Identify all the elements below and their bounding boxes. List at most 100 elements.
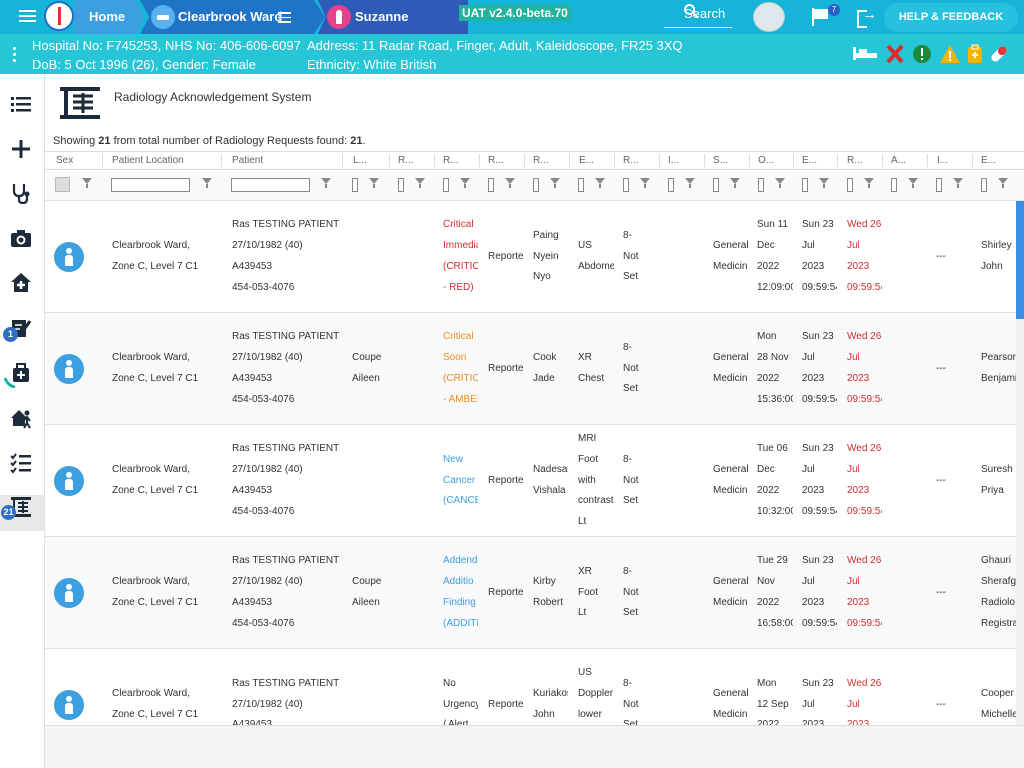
filter-icon[interactable]: [415, 178, 426, 189]
person-icon[interactable]: [54, 690, 84, 720]
medication-icon[interactable]: [988, 44, 1010, 64]
column-divider[interactable]: [221, 154, 222, 167]
column-filter-input[interactable]: [533, 178, 539, 192]
column-divider[interactable]: [659, 154, 660, 167]
filter-icon[interactable]: [505, 178, 516, 189]
column-divider[interactable]: [434, 154, 435, 167]
column-header-16[interactable]: I...: [937, 155, 949, 166]
list-icon[interactable]: [10, 93, 32, 115]
search-button[interactable]: Search: [664, 4, 732, 28]
stethoscope-icon[interactable]: [10, 182, 32, 204]
column-filter-input[interactable]: [352, 178, 358, 192]
column-header-17[interactable]: E...: [981, 155, 997, 166]
column-header-13[interactable]: E...: [802, 155, 818, 166]
filter-icon[interactable]: [730, 178, 741, 189]
filter-icon[interactable]: [819, 178, 830, 189]
column-filter-input[interactable]: [802, 178, 808, 192]
column-divider[interactable]: [102, 154, 103, 167]
flag-icon[interactable]: [811, 8, 831, 26]
alert-x-icon[interactable]: [886, 44, 904, 64]
help-feedback-button[interactable]: HELP & FEEDBACK: [884, 3, 1018, 32]
table-row[interactable]: Clearbrook Ward, Zone C, Level 7 C1 Ras TE…: [45, 425, 1016, 537]
column-divider[interactable]: [837, 154, 838, 167]
bed-status-icon[interactable]: [851, 44, 879, 62]
column-header-3[interactable]: L...: [353, 155, 367, 166]
filter-icon[interactable]: [953, 178, 964, 189]
ward-menu-icon[interactable]: [278, 12, 291, 23]
menu-icon[interactable]: [19, 10, 36, 24]
column-filter-input[interactable]: [398, 178, 404, 192]
filter-icon[interactable]: [640, 178, 651, 189]
filter-icon[interactable]: [202, 178, 213, 189]
medical-bag-icon[interactable]: [10, 362, 32, 384]
column-header-4[interactable]: R...: [398, 155, 414, 166]
filter-icon[interactable]: [775, 178, 786, 189]
column-header-7[interactable]: R...: [533, 155, 549, 166]
column-filter-input[interactable]: [981, 178, 987, 192]
filter-icon[interactable]: [864, 178, 875, 189]
filter-icon[interactable]: [550, 178, 561, 189]
column-divider[interactable]: [972, 154, 973, 167]
filter-icon[interactable]: [685, 178, 696, 189]
person-icon[interactable]: [54, 354, 84, 384]
column-header-5[interactable]: R...: [443, 155, 459, 166]
column-header-8[interactable]: E...: [579, 155, 595, 166]
filter-icon[interactable]: [460, 178, 471, 189]
column-divider[interactable]: [704, 154, 705, 167]
column-divider[interactable]: [389, 154, 390, 167]
column-filter-input[interactable]: [488, 178, 494, 192]
column-divider[interactable]: [793, 154, 794, 167]
sex-filter-select[interactable]: [55, 177, 70, 192]
column-header-location[interactable]: Patient Location: [112, 155, 184, 166]
patient-breadcrumb[interactable]: Suzanne SYMONS: [318, 0, 468, 34]
column-header-14[interactable]: R...: [847, 155, 863, 166]
home-breadcrumb[interactable]: Home: [74, 0, 144, 34]
column-filter-input[interactable]: [713, 178, 719, 192]
checklist-icon[interactable]: [10, 452, 32, 474]
column-header-11[interactable]: S...: [713, 155, 729, 166]
column-header-patient[interactable]: Patient: [232, 155, 264, 166]
column-filter-input[interactable]: [847, 178, 853, 192]
column-filter-input[interactable]: [758, 178, 764, 192]
column-divider[interactable]: [342, 154, 343, 167]
camera-icon[interactable]: [10, 228, 32, 250]
column-divider[interactable]: [882, 154, 883, 167]
logout-icon[interactable]: [857, 6, 877, 28]
patient-filter-input[interactable]: [231, 178, 310, 192]
person-icon[interactable]: [54, 242, 84, 272]
column-filter-input[interactable]: [443, 178, 449, 192]
filter-icon[interactable]: [908, 178, 919, 189]
column-filter-input[interactable]: [578, 178, 584, 192]
location-filter-input[interactable]: [111, 178, 190, 192]
warning-triangle-icon[interactable]: [939, 44, 961, 64]
column-header-12[interactable]: O...: [758, 155, 775, 166]
filter-icon[interactable]: [321, 178, 332, 189]
column-filter-input[interactable]: [891, 178, 897, 192]
discharge-icon[interactable]: [10, 407, 32, 429]
filter-icon[interactable]: [998, 178, 1009, 189]
scrollbar-thumb[interactable]: [1016, 201, 1024, 319]
column-divider[interactable]: [479, 154, 480, 167]
column-divider[interactable]: [749, 154, 750, 167]
column-header-sex[interactable]: Sex: [56, 155, 74, 166]
ward-breadcrumb[interactable]: Clearbrook Ward: [140, 0, 325, 34]
column-filter-input[interactable]: [936, 178, 942, 192]
clipboard-icon[interactable]: [966, 44, 984, 64]
column-divider[interactable]: [524, 154, 525, 167]
person-icon[interactable]: [54, 578, 84, 608]
column-divider[interactable]: [927, 154, 928, 167]
filter-icon[interactable]: [369, 178, 380, 189]
table-row[interactable]: Clearbrook Ward, Zone C, Level 7 C1 Ras TE…: [45, 201, 1016, 313]
more-vertical-icon[interactable]: [13, 47, 16, 65]
filter-icon[interactable]: [82, 178, 93, 189]
filter-icon[interactable]: [595, 178, 606, 189]
table-scrollbar[interactable]: [1016, 201, 1024, 725]
column-header-9[interactable]: R...: [623, 155, 639, 166]
table-row[interactable]: Clearbrook Ward, Zone C, Level 7 C1 Ras TE…: [45, 313, 1016, 425]
table-row[interactable]: Clearbrook Ward, Zone C, Level 7 C1 Ras TE…: [45, 537, 1016, 649]
column-divider[interactable]: [614, 154, 615, 167]
column-filter-input[interactable]: [623, 178, 629, 192]
person-icon[interactable]: [54, 466, 84, 496]
column-header-10[interactable]: I...: [668, 155, 680, 166]
warning-circle-icon[interactable]: [912, 44, 932, 64]
